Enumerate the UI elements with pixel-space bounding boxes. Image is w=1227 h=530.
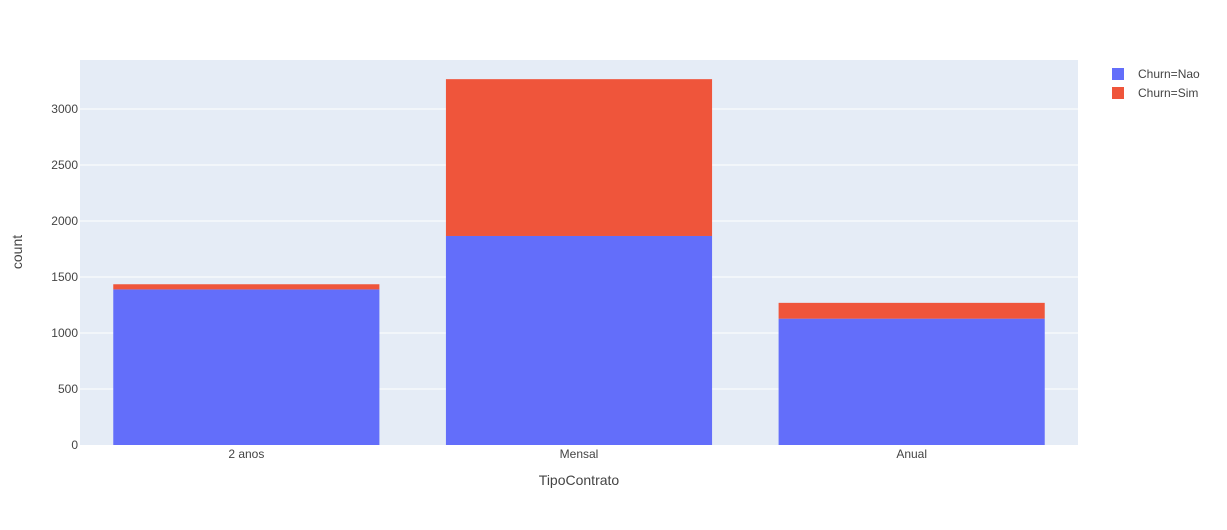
x-tick-label-0: 2 anos xyxy=(228,447,264,461)
x-axis-ticks: 2 anos Mensal Anual xyxy=(228,447,927,461)
bars xyxy=(113,79,1045,445)
x-tick-label-2: Anual xyxy=(896,447,927,461)
y-tick-label-3000: 3000 xyxy=(51,102,78,116)
y-tick-label-2500: 2500 xyxy=(51,158,78,172)
y-tick-label-2000: 2000 xyxy=(51,214,78,228)
bar-anual-series-0 xyxy=(778,318,1045,445)
legend-label-0: Churn=Nao xyxy=(1138,67,1200,81)
y-tick-label-1500: 1500 xyxy=(51,270,78,284)
y-tick-label-1000: 1000 xyxy=(51,326,78,340)
x-axis-title: TipoContrato xyxy=(539,472,620,488)
y-axis-title: count xyxy=(9,235,25,269)
bar-2-anos-series-0 xyxy=(113,289,380,445)
bar-anual-series-1 xyxy=(778,302,1045,319)
bar-2-anos-series-1 xyxy=(113,284,380,290)
legend-label-1: Churn=Sim xyxy=(1138,86,1198,100)
legend-swatch-1 xyxy=(1112,87,1124,99)
legend: Churn=Nao Churn=Sim xyxy=(1112,67,1200,100)
bar-mensal-series-0 xyxy=(445,235,713,445)
y-axis-ticks: 0 500 1000 1500 2000 2500 3000 xyxy=(51,102,78,452)
y-tick-label-0: 0 xyxy=(71,438,78,452)
y-tick-label-500: 500 xyxy=(58,382,78,396)
x-tick-label-1: Mensal xyxy=(560,447,599,461)
bar-mensal-series-1 xyxy=(445,79,713,236)
legend-swatch-0 xyxy=(1112,68,1124,80)
